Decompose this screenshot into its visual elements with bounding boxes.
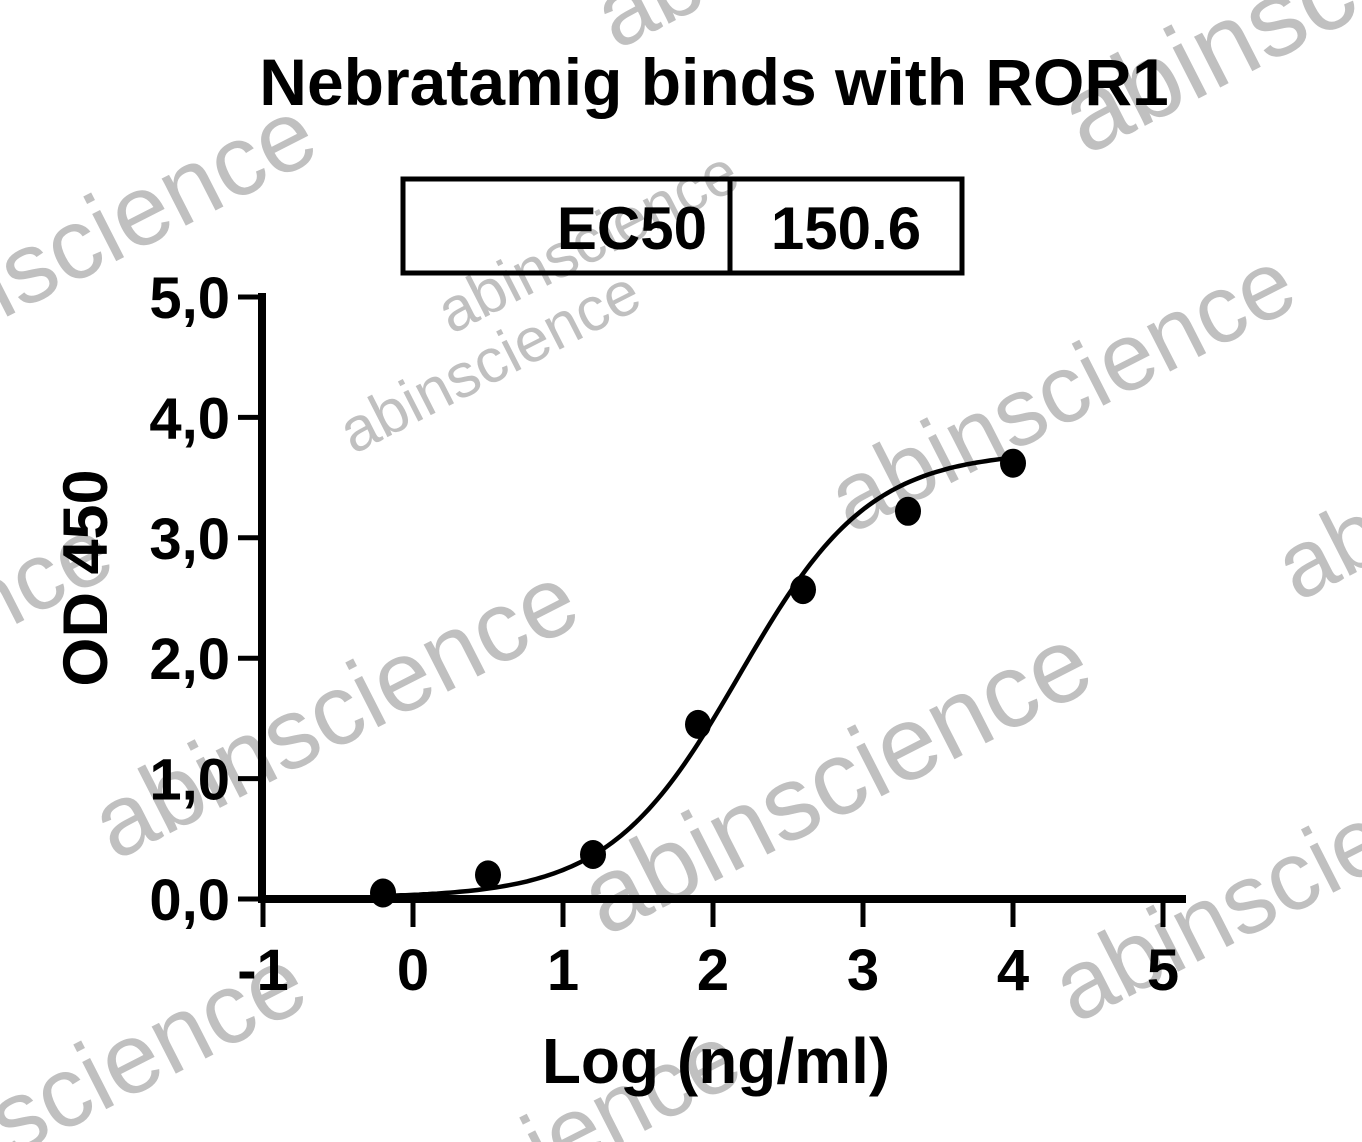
x-ticks [260,899,1166,927]
y-axis-title: OD 450 [51,469,121,686]
y-tick-label: 5,0 [149,266,230,331]
data-point [895,496,921,526]
y-ticks [238,294,262,902]
x-tick-label: 5 [1147,938,1179,1003]
y-tick-labels: 0,0 1,0 2,0 3,0 4,0 5,0 [149,266,230,933]
y-tick-label: 3,0 [149,507,230,572]
x-tick-label: 4 [997,938,1029,1003]
data-point [475,860,501,890]
x-tick-label: 2 [697,938,729,1003]
ec50-value: 150.6 [771,195,921,262]
y-tick-label: 1,0 [149,748,230,813]
x-tick-labels: -1 0 1 2 3 4 5 [237,938,1179,1003]
data-point [1000,448,1026,478]
y-tick-label: 4,0 [149,386,230,451]
x-tick-label: 3 [847,938,879,1003]
data-point [370,878,396,908]
x-tick-label: 0 [397,938,429,1003]
data-point [580,840,606,869]
data-point [685,709,711,739]
data-points [370,448,1026,908]
x-tick-label: -1 [237,938,289,1003]
data-point [790,575,816,605]
ec50-table-border [400,176,965,276]
chart-title: Nebratamig binds with ROR1 [259,45,1168,119]
fit-curve [380,455,1016,899]
ec50-table: EC50 150.6 [400,176,965,276]
ec50-label: EC50 [557,195,707,262]
x-tick-label: 1 [547,938,579,1003]
y-tick-label: 2,0 [149,627,230,692]
x-axis-title: Log (ng/ml) [542,1025,890,1097]
y-tick-label: 0,0 [149,868,230,933]
